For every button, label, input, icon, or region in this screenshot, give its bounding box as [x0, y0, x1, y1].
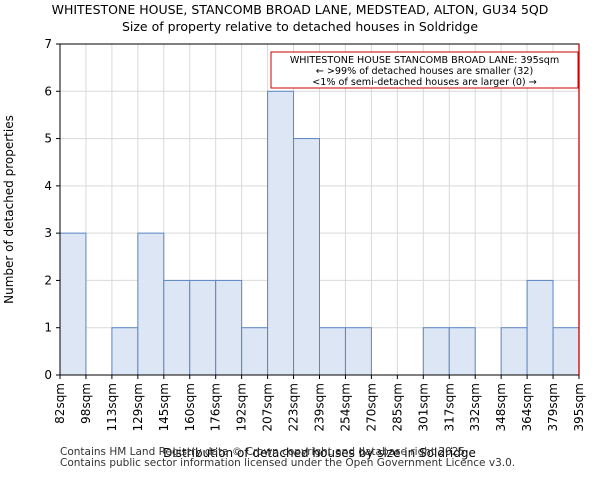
bar-254sqm — [344, 327, 372, 376]
bar-223sqm — [293, 138, 320, 376]
x-tick-label: 364sqm — [520, 383, 534, 431]
x-tick-label: 113sqm — [105, 383, 119, 431]
bar-379sqm — [552, 327, 580, 376]
y-tick-label: 1 — [44, 321, 52, 335]
x-tick-label: 239sqm — [313, 383, 327, 431]
x-tick-label: 176sqm — [209, 383, 223, 431]
y-axis-label: Number of detached properties — [2, 115, 16, 304]
x-tick-label: 379sqm — [546, 383, 560, 431]
x-tick-label: 129sqm — [131, 383, 145, 431]
bar-129sqm — [137, 232, 165, 376]
x-tick-label: 160sqm — [183, 383, 197, 431]
footer-copyright: Contains HM Land Registry data © Crown c… — [60, 446, 469, 458]
annotation-line-2: ← >99% of detached houses are smaller (3… — [316, 66, 534, 77]
x-tick-label: 395sqm — [572, 383, 586, 431]
y-tick-label: 5 — [44, 132, 52, 146]
bar-160sqm — [189, 279, 217, 376]
x-tick-label: 98sqm — [79, 383, 93, 424]
bar-113sqm — [111, 327, 139, 376]
y-tick-label: 7 — [44, 37, 52, 51]
x-tick-label: 145sqm — [157, 383, 171, 431]
chart-title: WHITESTONE HOUSE, STANCOMB BROAD LANE, M… — [51, 2, 549, 17]
annotation-line-3: <1% of semi-detached houses are larger (… — [312, 77, 537, 88]
bar-239sqm — [319, 327, 346, 376]
bar-207sqm — [267, 90, 295, 376]
x-axis-label: Distribution of detached houses by size … — [163, 446, 476, 460]
x-tick-label: 270sqm — [364, 383, 378, 431]
annotation-line-1: WHITESTONE HOUSE STANCOMB BROAD LANE: 39… — [290, 55, 559, 66]
x-tick-label: 285sqm — [390, 383, 404, 431]
bar-145sqm — [163, 279, 191, 376]
footer-licence: Contains public sector information licen… — [60, 457, 516, 469]
x-tick-label: 332sqm — [468, 383, 482, 431]
bar-192sqm — [241, 327, 269, 376]
bar-82sqm — [59, 232, 87, 376]
x-tick-label: 317sqm — [442, 383, 456, 431]
x-tick-label: 254sqm — [338, 383, 352, 431]
bar-348sqm — [500, 327, 528, 376]
x-tick-label: 301sqm — [416, 383, 430, 431]
annotation-box — [270, 51, 579, 89]
x-tick-label: 82sqm — [53, 383, 67, 424]
bar-301sqm — [422, 327, 450, 376]
x-tick-label: 192sqm — [235, 383, 249, 431]
y-tick-label: 0 — [44, 368, 52, 382]
y-tick-label: 2 — [44, 273, 52, 287]
x-tick-label: 207sqm — [261, 383, 275, 431]
bar-176sqm — [215, 279, 243, 376]
bar-317sqm — [448, 327, 476, 376]
y-tick-label: 3 — [44, 226, 52, 240]
x-tick-label: 223sqm — [287, 383, 301, 431]
x-tick-label: 348sqm — [494, 383, 508, 431]
y-tick-label: 6 — [44, 84, 52, 98]
y-tick-label: 4 — [44, 179, 52, 193]
bar-364sqm — [526, 279, 554, 376]
chart-subtitle: Size of property relative to detached ho… — [121, 19, 479, 34]
